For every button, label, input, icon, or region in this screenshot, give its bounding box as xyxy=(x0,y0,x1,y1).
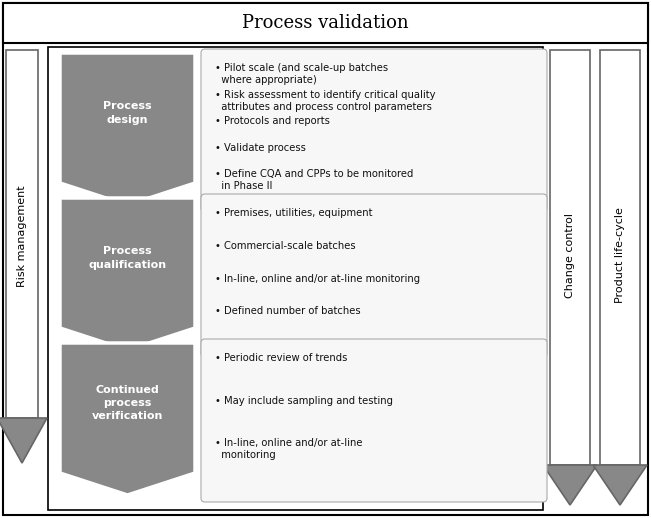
Text: • Risk assessment to identify critical quality
  attributes and process control : • Risk assessment to identify critical q… xyxy=(215,90,436,111)
Bar xyxy=(6,50,38,418)
Text: • Validate process: • Validate process xyxy=(215,143,306,153)
Polygon shape xyxy=(60,343,195,495)
Text: Change control: Change control xyxy=(565,212,575,297)
Polygon shape xyxy=(0,418,47,463)
Text: Process
design: Process design xyxy=(104,102,152,125)
Polygon shape xyxy=(543,465,597,505)
FancyBboxPatch shape xyxy=(201,49,547,212)
Bar xyxy=(600,50,640,465)
Bar xyxy=(3,3,648,43)
Text: • In-line, online and/or at-line
  monitoring: • In-line, online and/or at-line monitor… xyxy=(215,438,363,461)
Text: Product life-cycle: Product life-cycle xyxy=(615,207,625,303)
Polygon shape xyxy=(593,465,647,505)
Text: • May include sampling and testing: • May include sampling and testing xyxy=(215,396,393,406)
Text: • Defined number of batches: • Defined number of batches xyxy=(215,306,361,316)
Text: Process
qualification: Process qualification xyxy=(89,247,167,269)
FancyBboxPatch shape xyxy=(201,339,547,502)
Text: Process validation: Process validation xyxy=(242,14,408,32)
Text: • Periodic review of trends: • Periodic review of trends xyxy=(215,353,348,363)
Text: • Commercial-scale batches: • Commercial-scale batches xyxy=(215,241,355,251)
Text: • Define CQA and CPPs to be monitored
  in Phase II: • Define CQA and CPPs to be monitored in… xyxy=(215,169,413,192)
Text: • Premises, utilities, equipment: • Premises, utilities, equipment xyxy=(215,208,372,218)
Text: • Pilot scale (and scale-up batches
  where appropriate): • Pilot scale (and scale-up batches wher… xyxy=(215,63,388,85)
Polygon shape xyxy=(60,53,195,205)
Polygon shape xyxy=(60,198,195,350)
Text: • In-line, online and/or at-line monitoring: • In-line, online and/or at-line monitor… xyxy=(215,274,420,283)
Bar xyxy=(48,47,543,510)
Text: Risk management: Risk management xyxy=(17,185,27,287)
Text: Continued
process
verification: Continued process verification xyxy=(92,385,163,421)
Text: • Protocols and reports: • Protocols and reports xyxy=(215,116,330,126)
FancyBboxPatch shape xyxy=(201,194,547,357)
Bar xyxy=(550,50,590,465)
